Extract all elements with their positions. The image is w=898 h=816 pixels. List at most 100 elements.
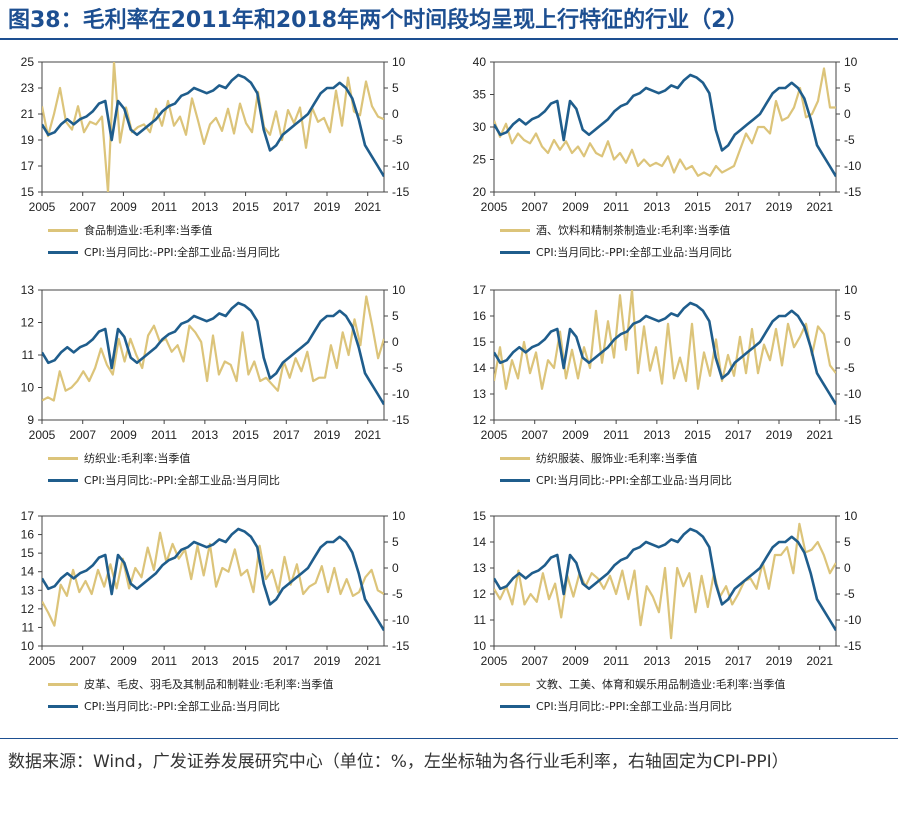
x-tick-label: 2017 (725, 200, 752, 214)
left-tick-label: 12 (21, 316, 35, 330)
chart-panel-4: 17 16 15 14 13 12 10 5 0 -5 -10 -15 2005 2007 2009 2011… (452, 278, 892, 508)
left-tick-label: 10 (473, 639, 487, 653)
left-tick-label: 12 (21, 602, 35, 616)
chart-panel-5: 17 16 15 14 13 12 11 10 10 5 0 -5 -10 -15 2005 2007 2009… (0, 504, 440, 734)
x-tick-label: 2013 (192, 654, 219, 668)
x-tick-label: 2005 (481, 200, 508, 214)
legend-label: CPI:当月同比:-PPI:全部工业品:当月同比 (84, 246, 280, 259)
x-tick-label: 2017 (725, 654, 752, 668)
x-tick-label: 2011 (603, 428, 629, 442)
left-tick-label: 17 (21, 159, 35, 173)
x-tick-label: 2017 (725, 428, 752, 442)
x-tick-label: 2017 (273, 654, 300, 668)
left-tick-label: 30 (473, 120, 487, 134)
right-tick-label: -10 (392, 613, 410, 627)
x-tick-label: 2011 (151, 428, 177, 442)
x-tick-label: 2007 (69, 428, 96, 442)
x-tick-label: 2019 (314, 200, 341, 214)
cpi-ppi-series-line (494, 527, 836, 632)
x-tick-label: 2019 (766, 654, 793, 668)
left-tick-label: 16 (21, 528, 35, 542)
left-tick-label: 21 (21, 107, 35, 121)
x-tick-label: 2009 (110, 428, 137, 442)
x-tick-label: 2015 (684, 200, 711, 214)
legend-entry: CPI:当月同比:-PPI:全部工业品:当月同比 (48, 242, 280, 262)
legend-label: CPI:当月同比:-PPI:全部工业品:当月同比 (536, 700, 732, 713)
left-tick-label: 11 (474, 613, 487, 627)
left-tick-label: 9 (27, 413, 34, 427)
legend-label: CPI:当月同比:-PPI:全部工业品:当月同比 (84, 700, 280, 713)
right-tick-label: -5 (392, 587, 403, 601)
legend-entry: CPI:当月同比:-PPI:全部工业品:当月同比 (500, 242, 732, 262)
left-tick-label: 12 (473, 413, 487, 427)
x-tick-label: 2009 (562, 654, 589, 668)
x-tick-label: 2019 (766, 200, 793, 214)
left-tick-label: 13 (21, 583, 35, 597)
gross-margin-series-line (494, 67, 836, 177)
cpi-ppi-series-line (42, 301, 384, 406)
x-tick-label: 2015 (232, 428, 259, 442)
left-tick-label: 11 (22, 348, 35, 362)
left-tick-label: 11 (22, 620, 35, 634)
right-tick-label: -5 (844, 587, 855, 601)
left-tick-label: 10 (21, 381, 35, 395)
x-tick-label: 2011 (151, 200, 177, 214)
cpi-ppi-series-line (42, 527, 384, 632)
chart-panel-1: 25 23 21 19 17 15 10 5 0 -5 -10 -15 2005 2007 2009 2011… (0, 50, 440, 280)
left-tick-label: 10 (21, 639, 35, 653)
x-tick-label: 2009 (562, 428, 589, 442)
legend-swatch (500, 456, 530, 460)
left-tick-label: 20 (473, 185, 487, 199)
right-tick-label: -10 (392, 159, 410, 173)
right-tick-label: 10 (844, 55, 858, 69)
legend-label: 皮革、毛皮、羽毛及其制品和制鞋业:毛利率:当季值 (84, 678, 334, 691)
x-tick-label: 2017 (273, 200, 300, 214)
plot-frame (41, 515, 385, 647)
x-tick-label: 2005 (29, 200, 56, 214)
left-tick-label: 14 (473, 535, 487, 549)
legend-label: CPI:当月同比:-PPI:全部工业品:当月同比 (536, 246, 732, 259)
legend-entry: 食品制造业:毛利率:当季值 (48, 220, 212, 240)
x-tick-label: 2015 (232, 654, 259, 668)
right-tick-label: 0 (844, 107, 851, 121)
legend-label: 纺织业:毛利率:当季值 (84, 452, 191, 465)
legend-label: 食品制造业:毛利率:当季值 (84, 224, 213, 237)
left-tick-label: 40 (473, 55, 487, 69)
plot-frame (493, 289, 837, 421)
x-tick-label: 2015 (684, 654, 711, 668)
gross-margin-series-line (494, 522, 836, 640)
right-tick-label: 0 (844, 561, 851, 575)
legend-entry: 纺织业:毛利率:当季值 (48, 448, 190, 468)
legend-label: 纺织服装、服饰业:毛利率:当季值 (536, 452, 698, 465)
legend-swatch (48, 228, 78, 232)
gross-margin-series-line (494, 290, 836, 390)
legend-entry: 皮革、毛皮、羽毛及其制品和制鞋业:毛利率:当季值 (48, 674, 333, 694)
chart-svg: 40 35 30 25 20 10 5 0 -5 -10 -15 2005 2007 2009 2011 20… (473, 55, 862, 214)
legend-entry: CPI:当月同比:-PPI:全部工业品:当月同比 (500, 696, 732, 716)
legend-entry: CPI:当月同比:-PPI:全部工业品:当月同比 (48, 696, 280, 716)
legend-entry: 文教、工美、体育和娱乐用品制造业:毛利率:当季值 (500, 674, 785, 694)
x-tick-label: 2021 (806, 654, 833, 668)
gross-margin-series-line (42, 62, 384, 192)
right-tick-label: 0 (392, 107, 399, 121)
left-tick-label: 13 (473, 387, 487, 401)
left-tick-label: 23 (21, 81, 35, 95)
legend-swatch (500, 228, 530, 232)
plot-frame (493, 515, 837, 647)
legend-swatch (500, 704, 530, 708)
right-tick-label: -15 (392, 185, 410, 199)
right-tick-label: 10 (844, 283, 858, 297)
right-tick-label: 5 (392, 81, 399, 95)
x-tick-label: 2005 (29, 428, 56, 442)
legend-swatch (48, 456, 78, 460)
x-tick-label: 2013 (644, 654, 671, 668)
cpi-ppi-series-line (494, 301, 836, 406)
x-tick-label: 2009 (562, 200, 589, 214)
right-tick-label: -5 (392, 133, 403, 147)
right-tick-label: 0 (844, 335, 851, 349)
footer-divider (0, 738, 898, 739)
left-tick-label: 14 (21, 565, 35, 579)
x-tick-label: 2007 (521, 654, 548, 668)
cpi-ppi-series-line (42, 73, 384, 178)
legend-swatch (48, 250, 78, 254)
